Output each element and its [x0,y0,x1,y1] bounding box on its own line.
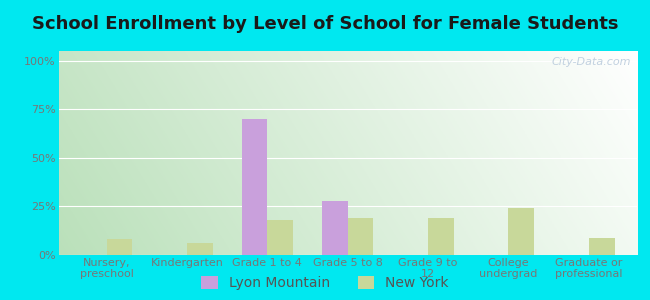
Text: School Enrollment by Level of School for Female Students: School Enrollment by Level of School for… [32,15,618,33]
Bar [348,218,374,255]
Bar [428,218,454,255]
Bar [187,243,213,255]
Bar [322,201,348,255]
Bar [508,208,534,255]
Legend: Lyon Mountain, New York: Lyon Mountain, New York [201,276,449,290]
Bar [242,119,267,255]
Bar [267,220,293,255]
Bar [589,238,614,255]
Text: City-Data.com: City-Data.com [552,57,631,67]
Bar [107,239,133,255]
